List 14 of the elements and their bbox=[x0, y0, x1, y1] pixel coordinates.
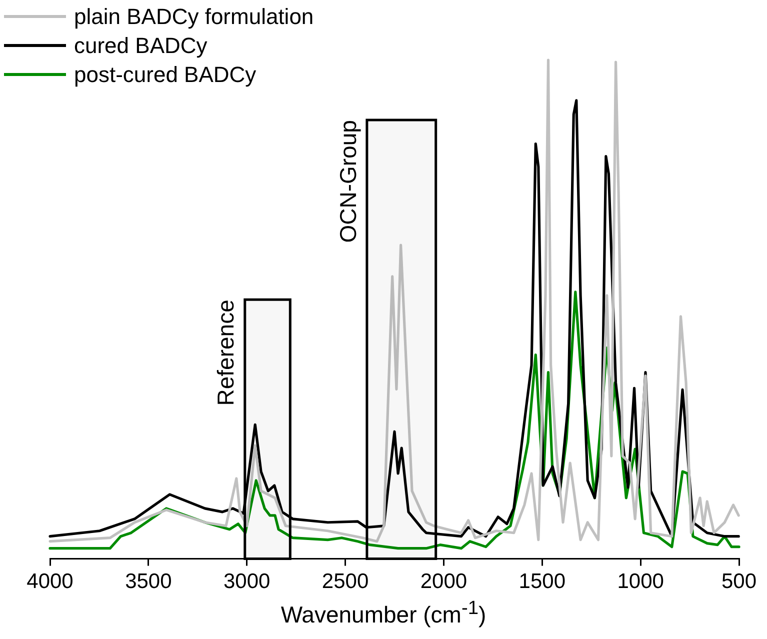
x-tick-label: 2500 bbox=[322, 570, 369, 594]
x-tick-label: 1000 bbox=[617, 570, 664, 594]
x-tick-label: 1500 bbox=[518, 570, 566, 594]
x-tick-label: 3500 bbox=[125, 570, 172, 594]
legend-label: cured BADCy bbox=[74, 32, 208, 60]
x-tick-label: 2000 bbox=[420, 570, 468, 594]
x-tick-label: 3000 bbox=[224, 570, 270, 594]
legend-label: plain BADCy formulation bbox=[74, 3, 314, 31]
x-tick-label: 500 bbox=[721, 570, 757, 594]
x-axis-title: Wavenumber (cm$^{-1}$) bbox=[280, 598, 488, 629]
band-label: Reference bbox=[212, 300, 239, 406]
x-tick-label: 4000 bbox=[26, 570, 74, 594]
legend-label: post-cured BADCy bbox=[74, 61, 256, 89]
band-label: OCN-Group bbox=[334, 120, 361, 243]
